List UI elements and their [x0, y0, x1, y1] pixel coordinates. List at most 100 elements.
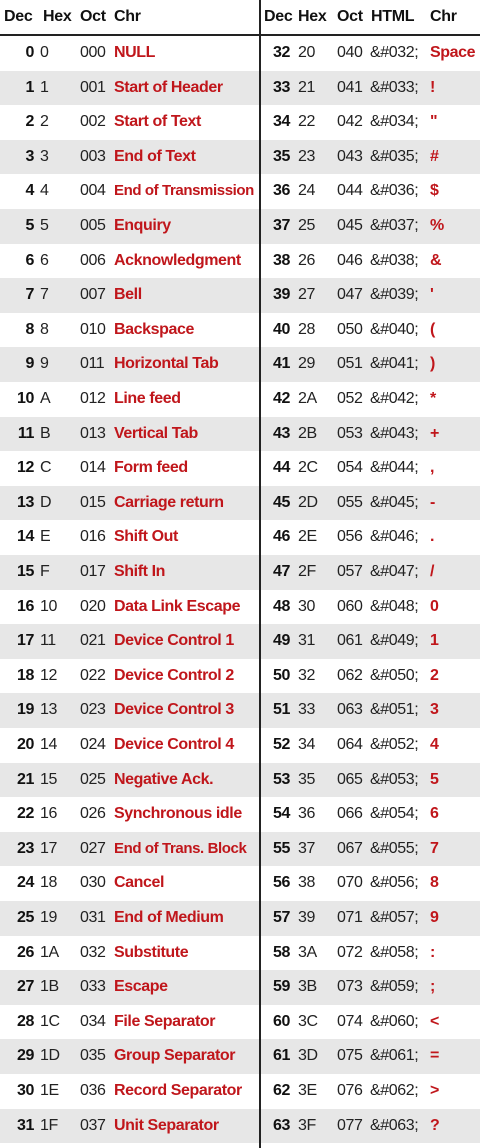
- right-chr-cell: <: [430, 1012, 439, 1030]
- right-oct-cell: 050: [337, 320, 363, 338]
- left-dec-cell: 29: [17, 1047, 34, 1065]
- right-dec-cell: 41: [273, 355, 290, 373]
- right-chr-cell: =: [430, 1047, 439, 1065]
- left-chr-cell: Device Control 2: [114, 666, 234, 684]
- right-dec-cell: 48: [273, 597, 290, 615]
- left-chr-cell: Shift Out: [114, 528, 178, 546]
- right-chr-cell: 0: [430, 597, 439, 615]
- header-hex-right: Hex: [298, 8, 327, 25]
- right-chr-cell: 5: [430, 770, 439, 788]
- left-oct-cell: 001: [80, 78, 106, 96]
- left-chr-cell: Shift In: [114, 563, 166, 580]
- left-oct-cell: 021: [80, 632, 106, 650]
- left-hex-cell: 1E: [40, 1082, 59, 1099]
- right-dec-cell: 46: [273, 528, 290, 546]
- right-oct-cell: 052: [337, 390, 363, 407]
- right-oct-cell: 063: [337, 701, 363, 719]
- right-chr-cell: 8: [430, 874, 439, 892]
- left-oct-cell: 026: [80, 805, 106, 823]
- right-dec-cell: 39: [273, 286, 290, 304]
- left-oct-cell: 017: [80, 563, 106, 580]
- right-oct-cell: 067: [337, 839, 363, 857]
- left-hex-cell: 1D: [40, 1047, 60, 1065]
- right-dec-cell: 50: [273, 666, 290, 684]
- right-hex-cell: 31: [298, 632, 315, 650]
- left-chr-cell: Carriage return: [114, 493, 224, 511]
- right-html-cell: &#042;: [370, 390, 419, 407]
- left-chr-cell: Bell: [114, 286, 142, 304]
- right-chr-cell: /: [430, 563, 435, 580]
- right-chr-cell: ": [430, 113, 438, 131]
- left-chr-cell: Device Control 3: [114, 701, 234, 719]
- right-chr-cell: 2: [430, 666, 439, 684]
- header-oct-left: Oct: [80, 8, 106, 25]
- left-hex-cell: 17: [40, 839, 57, 857]
- left-oct-cell: 035: [80, 1047, 106, 1065]
- right-html-cell: &#048;: [370, 597, 419, 615]
- right-oct-cell: 076: [337, 1082, 363, 1099]
- left-hex-cell: 10: [40, 597, 57, 615]
- left-chr-cell: End of Medium: [114, 909, 224, 926]
- left-dec-cell: 19: [17, 701, 34, 719]
- left-hex-cell: 4: [40, 182, 49, 200]
- left-hex-cell: 2: [40, 113, 49, 131]
- right-dec-cell: 59: [273, 978, 290, 996]
- left-dec-cell: 20: [17, 736, 34, 753]
- left-dec-cell: 3: [25, 147, 35, 165]
- left-dec-cell: 18: [17, 666, 34, 684]
- right-html-cell: &#054;: [370, 805, 419, 823]
- left-hex-cell: 1A: [40, 943, 59, 961]
- table-row: 31 1F 037 Unit Separator 63 3F 077 &#063;?: [0, 1108, 480, 1144]
- right-hex-cell: 26: [298, 251, 315, 269]
- right-dec-cell: 37: [273, 217, 290, 234]
- right-chr-cell: 6: [430, 805, 439, 823]
- right-hex-cell: 3B: [298, 978, 317, 996]
- right-chr-cell: $: [430, 182, 439, 200]
- left-dec-cell: 25: [17, 909, 34, 926]
- right-oct-cell: 051: [337, 355, 363, 373]
- right-hex-cell: 2A: [298, 390, 317, 407]
- left-hex-cell: 3: [40, 147, 49, 165]
- left-hex-cell: A: [40, 390, 51, 407]
- left-hex-cell: 15: [40, 770, 57, 788]
- left-chr-cell: Start of Text: [114, 113, 201, 131]
- right-hex-cell: 2C: [298, 459, 318, 477]
- left-dec-cell: 30: [17, 1082, 34, 1099]
- table-row: 29 1D 035 Group Separator 61 3D 075 &#061; =: [0, 1039, 480, 1074]
- right-hex-cell: 29: [298, 355, 315, 373]
- right-hex-cell: 3D: [298, 1047, 318, 1065]
- right-html-cell: &#060;: [370, 1012, 419, 1030]
- table-row: 7 7 007 Bell 39 27 047 &#039; ': [0, 278, 480, 313]
- left-oct-cell: 004: [80, 182, 106, 200]
- right-dec-cell: 40: [273, 320, 290, 338]
- left-oct-cell: 020: [80, 597, 106, 615]
- left-chr-cell: NULL: [114, 44, 156, 61]
- right-html-cell: &#058;: [370, 943, 419, 961]
- right-dec-cell: 35: [273, 147, 290, 165]
- left-oct-cell: 034: [80, 1012, 106, 1030]
- right-html-cell: &#036;: [370, 182, 419, 200]
- left-chr-cell: Form feed: [114, 459, 188, 477]
- right-html-cell: &#050;: [370, 666, 419, 684]
- right-chr-cell: #: [430, 147, 439, 165]
- left-chr-cell: File Separator: [114, 1012, 216, 1030]
- right-hex-cell: 20: [298, 44, 315, 61]
- left-oct-cell: 005: [80, 217, 106, 234]
- right-hex-cell: 32: [298, 666, 315, 684]
- right-chr-cell: 4: [430, 736, 439, 753]
- left-oct-cell: 000: [80, 44, 106, 61]
- right-hex-cell: 3C: [298, 1012, 318, 1030]
- left-chr-cell: End of Trans. Block: [114, 839, 247, 857]
- left-dec-cell: 31: [17, 1116, 34, 1134]
- left-dec-cell: 8: [25, 320, 35, 338]
- left-hex-cell: 1C: [40, 1012, 60, 1030]
- left-chr-cell: Acknowledgment: [114, 251, 241, 269]
- left-dec-cell: 22: [17, 805, 34, 823]
- left-hex-cell: 12: [40, 666, 57, 684]
- right-chr-cell: 7: [430, 839, 439, 857]
- left-hex-cell: 14: [40, 736, 57, 753]
- left-oct-cell: 016: [80, 528, 106, 546]
- right-dec-cell: 55: [273, 839, 290, 857]
- right-oct-cell: 040: [337, 44, 363, 61]
- right-hex-cell: 3F: [298, 1116, 316, 1134]
